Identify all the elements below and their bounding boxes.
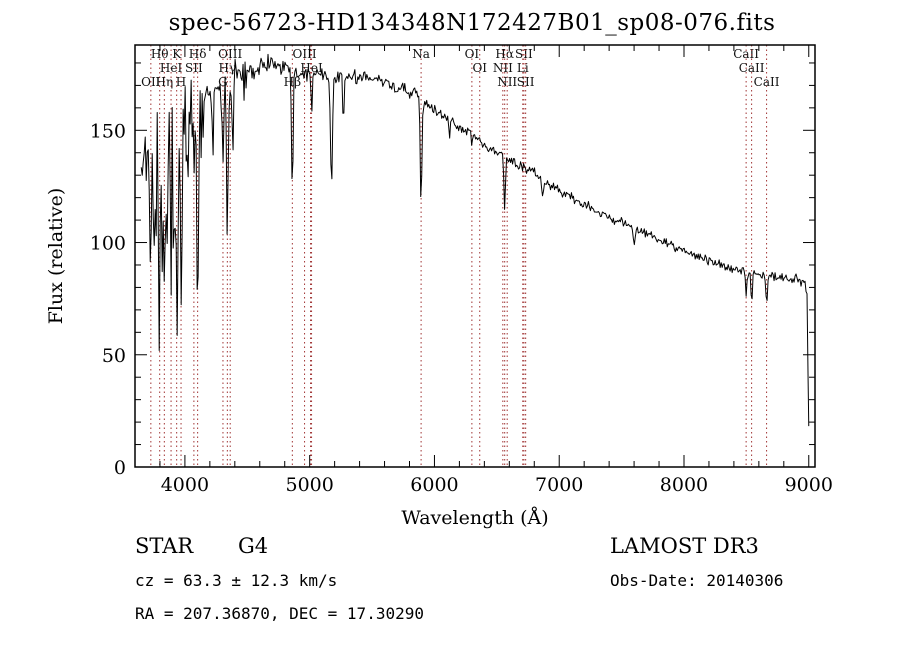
x-tick-label: 8000 <box>660 474 708 496</box>
spectral-line-label: SII <box>515 47 533 61</box>
x-axis-label: Wavelength (Å) <box>401 507 548 529</box>
spectral-line-label: OI <box>472 61 487 75</box>
spectral-line-label: CaII <box>733 47 759 61</box>
spectral-line-label: H <box>176 75 186 89</box>
spectral-line-label: NII <box>493 61 513 75</box>
spectral-line-label: HeI <box>300 61 323 75</box>
x-tick-label: 7000 <box>535 474 583 496</box>
x-tick-label: 9000 <box>785 474 833 496</box>
spectral-line-label: Hγ <box>219 61 237 75</box>
spectral-line-label: SII <box>517 75 535 89</box>
spectral-line-label: G <box>218 75 228 89</box>
y-tick-label: 100 <box>90 233 126 255</box>
spectral-line-label: SII <box>185 61 203 75</box>
chart-title: spec-56723-HD134348N172427B01_sp08-076.f… <box>169 10 776 36</box>
spectral-line-label: OI <box>465 47 480 61</box>
spectral-line-label: Hα <box>495 47 514 61</box>
plot-border <box>134 44 816 468</box>
obs-date-text: Obs-Date: 20140306 <box>610 571 783 590</box>
spectral-line-label: Hβ <box>284 75 301 89</box>
y-axis-label: Flux (relative) <box>45 188 67 325</box>
subclass-text: G4 <box>238 534 268 558</box>
spectrum-trace <box>140 53 810 427</box>
spectral-line-label: Hδ <box>189 47 207 61</box>
x-tick-label: 4000 <box>161 474 209 496</box>
object-type-text: STAR <box>135 534 194 558</box>
spectral-line-label: OIII <box>218 47 242 61</box>
spectral-line-label: OII <box>141 75 161 89</box>
spectral-line-label: K <box>172 47 182 61</box>
survey-text: LAMOST DR3 <box>610 534 759 558</box>
ra-dec-text: RA = 207.36870, DEC = 17.30290 <box>135 604 424 623</box>
spectral-line-label: CaII <box>754 75 780 89</box>
spectral-line-label: Hη <box>155 75 173 89</box>
spectral-line-label: Na <box>412 47 430 61</box>
spectrum-line <box>140 53 810 427</box>
y-tick-label: 50 <box>102 345 126 367</box>
spectral-line-label: OIII <box>293 47 317 61</box>
y-tick-label: 0 <box>114 457 126 479</box>
x-tick-label: 5000 <box>285 474 333 496</box>
axis-ticks: 4000 5000 6000 7000 8000 9000 0 50 100 150 <box>90 45 833 496</box>
spectral-line-label: CaII <box>739 61 765 75</box>
cz-text: cz = 63.3 ± 12.3 km/s <box>135 571 337 590</box>
y-tick-label: 150 <box>90 120 126 142</box>
spectral-line-label: HeI <box>160 61 183 75</box>
spectral-line-label: NII <box>497 75 517 89</box>
x-tick-label: 6000 <box>410 474 458 496</box>
spectral-line-label: Li <box>517 61 529 75</box>
